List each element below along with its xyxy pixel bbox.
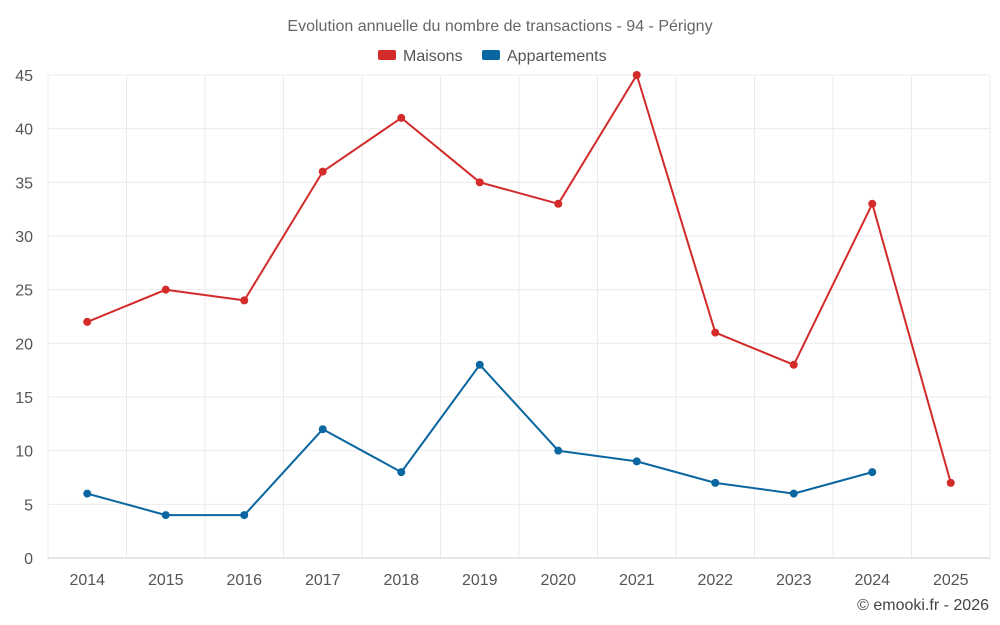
legend-swatch-appartements bbox=[482, 50, 500, 60]
data-point-maisons[interactable] bbox=[632, 71, 641, 79]
x-tick-label: 2018 bbox=[383, 572, 419, 589]
x-tick-label: 2021 bbox=[619, 572, 655, 589]
y-tick-label: 20 bbox=[15, 336, 33, 353]
series-line-maisons bbox=[86, 74, 952, 484]
data-point-appartements[interactable] bbox=[632, 457, 641, 466]
legend-label-appartements: Appartements bbox=[507, 48, 607, 65]
credit-text: © emooki.fr - 2026 bbox=[857, 597, 989, 614]
data-point-appartements[interactable] bbox=[397, 468, 406, 477]
y-tick-label: 15 bbox=[15, 390, 33, 407]
y-tick-label: 25 bbox=[15, 283, 33, 300]
x-tick-label: 2019 bbox=[462, 572, 498, 589]
x-tick-label: 2022 bbox=[697, 572, 733, 589]
data-point-appartements[interactable] bbox=[711, 478, 720, 487]
y-tick-label: 40 bbox=[15, 122, 33, 139]
x-axis-ticks: 2014 2015 2016 2017 2018 2019 2020 2021 2022 2023… bbox=[69, 572, 968, 589]
data-point-appartements[interactable] bbox=[475, 360, 484, 369]
series-group bbox=[83, 71, 955, 520]
y-tick-label: 5 bbox=[24, 497, 33, 514]
data-point-maisons[interactable] bbox=[397, 113, 406, 122]
data-point-maisons[interactable] bbox=[240, 296, 249, 305]
y-tick-label: 30 bbox=[15, 229, 33, 246]
legend-item-appartements[interactable]: Appartements bbox=[482, 48, 607, 65]
y-tick-label: 10 bbox=[15, 444, 33, 461]
x-tick-label: 2016 bbox=[226, 572, 262, 589]
data-point-maisons[interactable] bbox=[83, 317, 92, 326]
data-point-appartements[interactable] bbox=[83, 489, 92, 498]
data-point-appartements[interactable] bbox=[789, 489, 798, 498]
data-point-maisons[interactable] bbox=[711, 328, 720, 337]
legend-item-maisons[interactable]: Maisons bbox=[378, 48, 463, 65]
chart-title: Evolution annuelle du nombre de transact… bbox=[287, 18, 712, 35]
y-tick-label: 0 bbox=[24, 551, 33, 568]
legend-label-maisons: Maisons bbox=[403, 48, 463, 65]
y-tick-label: 45 bbox=[15, 68, 33, 85]
data-point-maisons[interactable] bbox=[946, 478, 955, 487]
y-axis-ticks: 0 5 10 15 20 25 30 35 40 45 bbox=[15, 68, 33, 568]
data-point-appartements[interactable] bbox=[240, 511, 249, 520]
data-point-maisons[interactable] bbox=[868, 199, 877, 208]
data-point-maisons[interactable] bbox=[554, 199, 563, 208]
x-tick-label: 2023 bbox=[776, 572, 812, 589]
x-tick-label: 2017 bbox=[305, 572, 341, 589]
data-point-maisons[interactable] bbox=[789, 360, 798, 369]
data-point-appartements[interactable] bbox=[318, 425, 327, 434]
x-tick-label: 2015 bbox=[148, 572, 184, 589]
legend[interactable]: Maisons Appartements bbox=[378, 48, 607, 65]
data-point-appartements[interactable] bbox=[161, 511, 170, 520]
data-point-appartements[interactable] bbox=[868, 468, 877, 477]
y-tick-label: 35 bbox=[15, 175, 33, 192]
data-point-appartements[interactable] bbox=[554, 446, 563, 455]
x-tick-label: 2024 bbox=[854, 572, 890, 589]
data-point-maisons[interactable] bbox=[475, 178, 484, 187]
data-point-maisons[interactable] bbox=[161, 285, 170, 294]
x-tick-label: 2025 bbox=[933, 572, 969, 589]
grid-lines bbox=[47, 74, 991, 559]
data-point-maisons[interactable] bbox=[318, 167, 327, 176]
x-tick-label: 2014 bbox=[69, 572, 105, 589]
x-tick-label: 2020 bbox=[540, 572, 576, 589]
legend-swatch-maisons bbox=[378, 50, 396, 60]
